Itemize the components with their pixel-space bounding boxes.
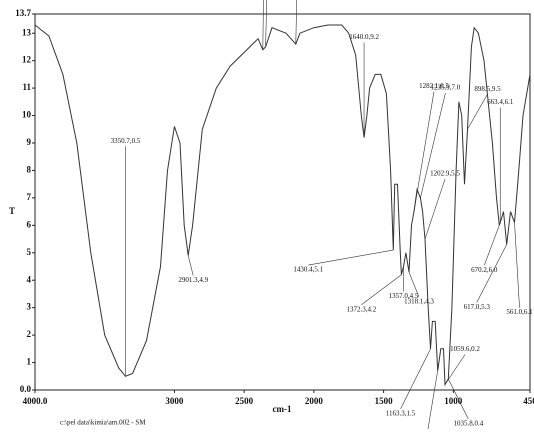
annotation-leader (295, 0, 298, 45)
annotation-label: 1202.9,5.5 (430, 170, 460, 178)
y-tick-label: 2 (27, 329, 32, 339)
annotation-leader (448, 378, 469, 420)
annotation-leader (514, 222, 520, 308)
annotation-label: 1282.1,6.5 (419, 82, 449, 90)
spectrum-line (34, 24, 531, 387)
x-tick-label: 2000 (305, 396, 324, 406)
x-tick-label: 3000 (165, 396, 184, 406)
annotation-label: 2901.3,4.9 (178, 276, 208, 284)
annotation-label: 1640.0,9.2 (349, 33, 379, 41)
annotation-leader (427, 370, 438, 431)
y-tick-label: 4 (27, 274, 32, 284)
x-tick-label: 4000.0 (23, 396, 48, 406)
annotation-leader (467, 94, 488, 130)
annotation-label: 1235.9,7.0 (431, 83, 461, 91)
y-tick-label: 13 (22, 27, 32, 37)
y-tick-label: 10 (22, 110, 32, 120)
footer: c:\pel data\kimia\am.002 - SM (60, 419, 146, 427)
y-tick-label: 8 (27, 165, 32, 175)
annotation-leader (420, 92, 446, 198)
annotation-label: 1035.8,0.4 (453, 420, 483, 428)
annotation-label: 1163.3,1.5 (386, 409, 416, 417)
y-tick-label: 7 (27, 192, 32, 202)
y-axis-label: T (9, 206, 15, 216)
annotation-label: 1372.3,4.2 (347, 305, 377, 313)
annotation-leader (476, 244, 507, 303)
plot-frame (34, 13, 531, 391)
annotation-leader (424, 178, 446, 240)
y-tick-label: 12 (22, 55, 32, 65)
x-tick-label: 2500 (235, 396, 254, 406)
x-axis-label: cm-1 (273, 404, 292, 414)
annotation-label: 1357.0,4.5 (389, 292, 419, 300)
annotation-leader (265, 0, 268, 47)
annotation-leader (361, 274, 402, 305)
annotation-leader (413, 91, 435, 212)
annotation-leader (187, 255, 194, 276)
y-tick-label: 13.7 (15, 8, 31, 18)
annotation-label: 898.5,9.5 (474, 85, 501, 93)
y-tick-label: 3 (27, 302, 32, 312)
annotation-label: 1059.6,0.2 (450, 345, 480, 353)
annotation-leader (408, 271, 420, 298)
annotation-label: 1430.4,5.1 (293, 266, 323, 274)
annotation-leader (400, 348, 431, 409)
annotation-label: 561.0,6.1 (506, 308, 533, 316)
annotation-label: 3350.7,0.5 (111, 137, 141, 145)
annotation-label: 1318.1,4.3 (404, 298, 434, 306)
y-tick-label: 5 (27, 247, 32, 257)
x-tick-label: 450 (523, 396, 534, 406)
x-tick-label: 1500 (375, 396, 394, 406)
annotation-label: 617.0,5.3 (464, 303, 491, 311)
annotation-leader (484, 225, 500, 266)
annotation-label: 663.4,6.1 (487, 98, 514, 106)
annotation-leader (308, 249, 394, 266)
x-tick-label: 1000 (444, 396, 463, 406)
annotation-label: 670.2,6.0 (471, 266, 498, 274)
y-tick-label: 11 (22, 82, 31, 92)
y-tick-label: 6 (27, 219, 32, 229)
annotation-leader (444, 354, 466, 385)
y-tick-label: 1 (27, 357, 32, 367)
y-tick-label: 0.0 (20, 384, 32, 394)
y-tick-label: 9 (27, 137, 32, 147)
